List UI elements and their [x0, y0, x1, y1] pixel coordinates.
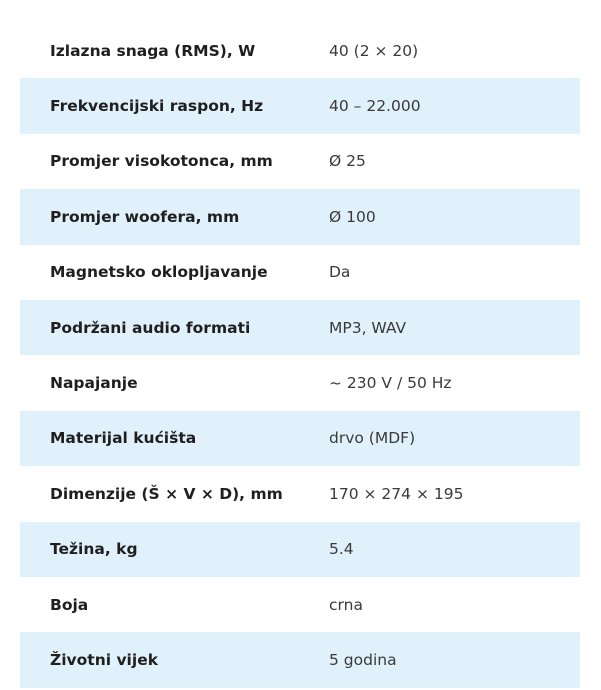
spec-row: Dimenzije (Š × V × D), mm 170 × 274 × 195 — [20, 466, 580, 521]
spec-label: Materijal kućišta — [50, 429, 197, 448]
spec-row: Promjer woofera, mm Ø 100 — [20, 189, 580, 245]
spec-row: Podržani audio formati MP3, WAV — [20, 299, 580, 356]
spec-value: drvo (MDF) — [329, 429, 416, 448]
spec-row: Napajanje ~ 230 V / 50 Hz — [20, 355, 580, 410]
spec-value: 170 × 274 × 195 — [329, 484, 464, 503]
spec-label: Dimenzije (Š × V × D), mm — [50, 484, 283, 503]
spec-value: crna — [329, 595, 363, 614]
spec-value: Da — [329, 263, 351, 282]
spec-label: Promjer visokotonca, mm — [50, 152, 273, 171]
spec-value: ~ 230 V / 50 Hz — [329, 374, 452, 393]
spec-label: Promjer woofera, mm — [50, 207, 240, 226]
spec-label: Frekvencijski raspon, Hz — [50, 97, 264, 116]
spec-label: Napajanje — [50, 374, 138, 393]
spec-value: 5 godina — [329, 650, 397, 669]
spec-row: Težina, kg 5.4 — [20, 521, 580, 577]
spec-row: Izlazna snaga (RMS), W 40 (2 × 20) — [20, 23, 580, 78]
spec-row: Materijal kućišta drvo (MDF) — [20, 410, 580, 467]
spec-row: Boja crna — [20, 577, 580, 632]
spec-label: Životni vijek — [50, 650, 159, 669]
spec-value: Ø 25 — [329, 152, 366, 171]
spec-label: Magnetsko oklopljavanje — [50, 263, 268, 282]
spec-label: Boja — [50, 595, 89, 614]
spec-value: 5.4 — [329, 540, 354, 559]
spec-value: Ø 100 — [329, 207, 376, 226]
spec-value: 40 (2 × 20) — [329, 41, 419, 60]
spec-label: Izlazna snaga (RMS), W — [50, 41, 256, 60]
spec-value: MP3, WAV — [329, 318, 407, 337]
spec-label: Podržani audio formati — [50, 318, 251, 337]
spec-label: Težina, kg — [50, 540, 138, 559]
spec-value: 40 – 22.000 — [329, 97, 421, 116]
spec-row: Frekvencijski raspon, Hz 40 – 22.000 — [20, 78, 580, 134]
specifications-table: Izlazna snaga (RMS), W 40 (2 × 20) Frekven… — [20, 23, 580, 688]
spec-row: Magnetsko oklopljavanje Da — [20, 245, 580, 300]
spec-row: Promjer visokotonca, mm Ø 25 — [20, 134, 580, 189]
spec-row: Životni vijek 5 godina — [20, 632, 580, 688]
